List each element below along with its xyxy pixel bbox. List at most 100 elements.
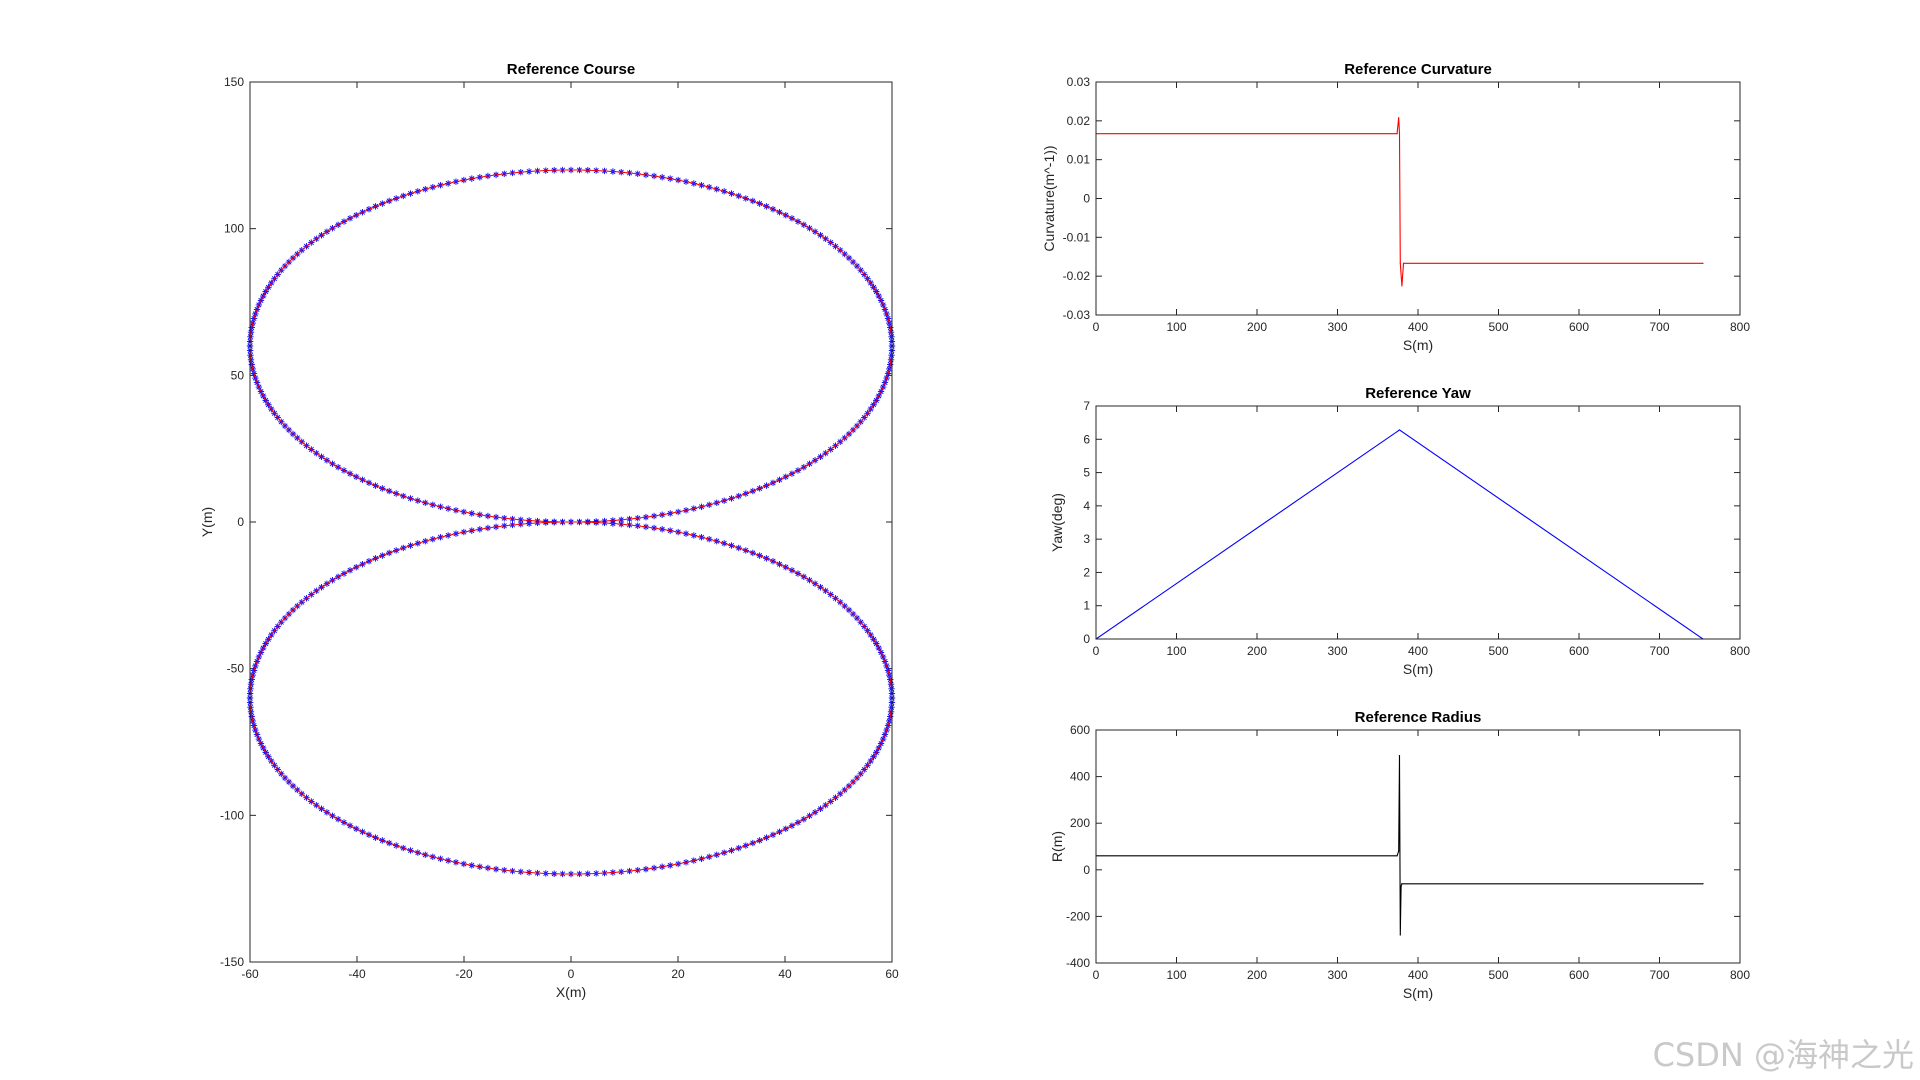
chart-title: Reference Course (507, 61, 635, 78)
plot-area (1096, 82, 1740, 315)
y-tick-label: 100 (224, 222, 244, 236)
x-tick-label: 40 (778, 967, 792, 981)
series-line (1096, 117, 1703, 286)
plot-area (1096, 406, 1740, 639)
series-vertex (1402, 262, 1405, 264)
y-tick-label: 400 (1070, 770, 1090, 784)
y-tick-label: 0 (1083, 863, 1090, 877)
x-tick-label: 200 (1247, 320, 1267, 334)
x-tick-label: -40 (348, 967, 366, 981)
series-vertex (1400, 885, 1402, 887)
x-tick-label: 800 (1730, 644, 1750, 658)
series-vertex (1398, 755, 1401, 757)
y-axis-label: Y(m) (199, 507, 215, 537)
x-tick-label: 60 (885, 967, 899, 981)
x-tick-label: 100 (1166, 320, 1186, 334)
chart-title: Reference Radius (1355, 709, 1482, 726)
x-tick-label: 700 (1649, 968, 1669, 982)
series-vertex (1702, 883, 1704, 885)
x-tick-label: 300 (1327, 320, 1347, 334)
series-vertex (1396, 133, 1398, 135)
series-vertex (1398, 133, 1401, 135)
y-tick-label: 0 (237, 515, 244, 529)
watermark: CSDN @海神之光 (1652, 1036, 1914, 1074)
y-axis-label: Yaw(deg) (1049, 493, 1065, 552)
course-line-loop (249, 521, 893, 875)
series-vertex (1399, 934, 1401, 936)
chart-reference-yaw: 0 100 200 300 400 500 600 700 800 0 1 2 3 4 5 6 7 Referen… (1049, 385, 1750, 677)
x-axis-label: S(m) (1403, 661, 1433, 677)
chart-reference-radius: 0 100 200 300 400 500 600 700 800 -400 -200 0 200 400… (1049, 709, 1750, 1001)
y-tick-label: -100 (220, 808, 244, 822)
x-tick-label: -60 (241, 967, 259, 981)
x-tick-label: -20 (455, 967, 473, 981)
y-tick-label: -0.01 (1063, 230, 1091, 244)
y-tick-label: -0.03 (1063, 308, 1091, 322)
y-axis-label: R(m) (1049, 831, 1065, 862)
x-tick-label: 300 (1327, 644, 1347, 658)
x-tick-label: 700 (1649, 644, 1669, 658)
x-tick-label: 100 (1166, 968, 1186, 982)
x-tick-label: 600 (1569, 644, 1589, 658)
x-tick-label: 0 (1093, 644, 1100, 658)
y-tick-label: 0.02 (1067, 114, 1091, 128)
x-tick-label: 400 (1408, 968, 1428, 982)
y-tick-label: 5 (1083, 466, 1090, 480)
x-tick-label: 0 (1093, 320, 1100, 334)
x-tick-label: 600 (1569, 968, 1589, 982)
chart-reference-curvature: 0 100 200 300 400 500 600 700 800 -0.03 -0.02 -0.01… (1041, 61, 1750, 353)
x-tick-label: 20 (671, 967, 685, 981)
y-tick-label: 0.01 (1067, 153, 1091, 167)
x-tick-label: 200 (1247, 968, 1267, 982)
series-vertex (1401, 883, 1403, 885)
series-vertex (1398, 117, 1400, 119)
y-tick-label: -200 (1066, 909, 1090, 923)
course-line-loop (249, 169, 893, 523)
y-tick-label: -50 (227, 662, 245, 676)
axes-frame (1095, 729, 1741, 964)
y-tick-label: 0 (1083, 632, 1090, 646)
x-tick-label: 500 (1488, 644, 1508, 658)
y-tick-label: -400 (1066, 956, 1090, 970)
x-tick-label: 600 (1569, 320, 1589, 334)
chart-title: Reference Yaw (1365, 385, 1471, 402)
axes-frame (1095, 81, 1741, 316)
series-vertex (1401, 285, 1403, 287)
series-vertex (1399, 262, 1401, 264)
y-axis-label: Curvature(m^-1)) (1041, 145, 1057, 251)
y-tick-label: 50 (231, 368, 245, 382)
y-tick-label: 3 (1083, 532, 1090, 546)
y-tick-label: 1 (1083, 599, 1090, 613)
x-tick-label: 500 (1488, 320, 1508, 334)
series-vertex (1702, 262, 1704, 264)
x-tick-label: 700 (1649, 320, 1669, 334)
y-tick-label: 6 (1083, 432, 1090, 446)
y-tick-label: 600 (1070, 723, 1090, 737)
y-tick-label: 4 (1083, 499, 1090, 513)
series-vertex (1398, 429, 1401, 431)
x-tick-label: 800 (1730, 968, 1750, 982)
x-axis-label: S(m) (1403, 985, 1433, 1001)
x-tick-label: 400 (1408, 320, 1428, 334)
plot-area (1096, 730, 1740, 963)
x-tick-label: 500 (1488, 968, 1508, 982)
series-vertex (1396, 855, 1398, 857)
y-tick-label: 0 (1083, 192, 1090, 206)
y-tick-label: -0.02 (1063, 269, 1091, 283)
y-tick-label: 150 (224, 75, 244, 89)
series-vertex (1398, 850, 1400, 852)
x-axis-label: S(m) (1403, 337, 1433, 353)
x-tick-label: 0 (1093, 968, 1100, 982)
x-axis-label: X(m) (556, 984, 586, 1000)
y-tick-label: -150 (220, 955, 244, 969)
y-tick-label: 2 (1083, 565, 1090, 579)
axes-frame (1095, 405, 1741, 640)
chart-reference-course: -60 -40 -20 0 20 40 60 -150 -100 -50 0 50 100 150 Refe… (199, 61, 899, 1000)
x-tick-label: 200 (1247, 644, 1267, 658)
y-tick-label: 7 (1083, 399, 1090, 413)
y-tick-label: 200 (1070, 816, 1090, 830)
x-tick-label: 800 (1730, 320, 1750, 334)
axes-frame (249, 81, 893, 963)
x-tick-label: 0 (568, 967, 575, 981)
